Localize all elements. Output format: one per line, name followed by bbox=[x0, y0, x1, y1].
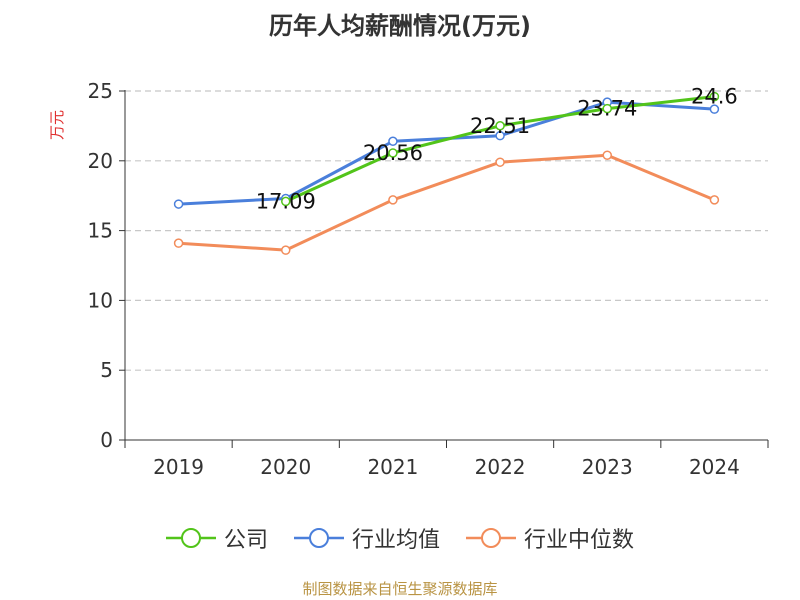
y-tick-label: 5 bbox=[100, 358, 113, 382]
data-point-公司 bbox=[602, 103, 612, 114]
x-tick-label: 2024 bbox=[689, 455, 740, 479]
y-tick-label: 10 bbox=[88, 288, 113, 312]
data-point-行业中位数 bbox=[709, 195, 720, 205]
data-label: 23.74 bbox=[577, 97, 637, 121]
y-tick-label: 0 bbox=[100, 428, 113, 452]
data-point-公司 bbox=[495, 121, 505, 131]
chart-title: 历年人均薪酬情况(万元) bbox=[269, 12, 531, 40]
y-tick-label: 20 bbox=[88, 149, 113, 173]
data-point-行业中位数 bbox=[281, 245, 291, 255]
legend-line-marker-icon bbox=[466, 528, 516, 548]
legend-line-marker-icon bbox=[165, 528, 216, 548]
series-line-公司 bbox=[285, 95, 715, 203]
data-label: 22.51 bbox=[470, 114, 530, 138]
legend-line-marker-icon bbox=[293, 528, 344, 548]
series-line-行业中位数 bbox=[178, 153, 715, 252]
x-tick-label: 2023 bbox=[582, 455, 633, 479]
data-point-行业均值 bbox=[709, 104, 720, 114]
data-point-公司 bbox=[281, 196, 291, 207]
y-axis-label: 万元 bbox=[48, 110, 66, 140]
data-label: 20.56 bbox=[363, 141, 423, 165]
y-tick-label: 15 bbox=[88, 219, 113, 243]
legend-item[interactable]: 公司 bbox=[165, 522, 268, 554]
data-point-行业中位数 bbox=[173, 238, 184, 248]
series bbox=[173, 91, 720, 255]
x-tick-label: 2021 bbox=[367, 455, 418, 479]
data-point-行业中位数 bbox=[388, 195, 398, 205]
legend-item[interactable]: 行业均值 bbox=[293, 522, 440, 554]
data-point-行业均值 bbox=[173, 199, 184, 209]
x-tick-label: 2022 bbox=[475, 455, 526, 479]
legend-label: 公司 bbox=[223, 528, 268, 553]
source-note: 制图数据来自恒生聚源数据库 bbox=[302, 580, 498, 598]
x-tick-label: 2019 bbox=[153, 455, 204, 479]
data-point-公司 bbox=[709, 91, 720, 102]
data-point-行业中位数 bbox=[495, 157, 505, 167]
x-tick-label: 2020 bbox=[260, 455, 311, 479]
y-tick-label: 25 bbox=[88, 79, 113, 103]
legend-label: 行业均值 bbox=[351, 528, 440, 553]
data-label: 24.6 bbox=[691, 85, 738, 109]
data-labels: 17.09 20.56 22.51 23.74 24.6 bbox=[256, 85, 738, 214]
legend: 公司 行业均值 行业中位数 bbox=[0, 522, 800, 554]
axes: 0 5 10 15 20 25 2019 2020 2021 2022 2023 2024 bbox=[88, 79, 769, 479]
legend-label: 行业中位数 bbox=[524, 528, 635, 553]
grid-lines bbox=[125, 90, 768, 371]
data-point-行业均值 bbox=[388, 136, 398, 147]
data-point-行业均值 bbox=[495, 130, 505, 141]
data-label: 17.09 bbox=[256, 189, 316, 213]
data-point-行业中位数 bbox=[602, 150, 612, 160]
data-point-公司 bbox=[388, 148, 398, 158]
legend-item[interactable]: 行业中位数 bbox=[466, 522, 634, 554]
